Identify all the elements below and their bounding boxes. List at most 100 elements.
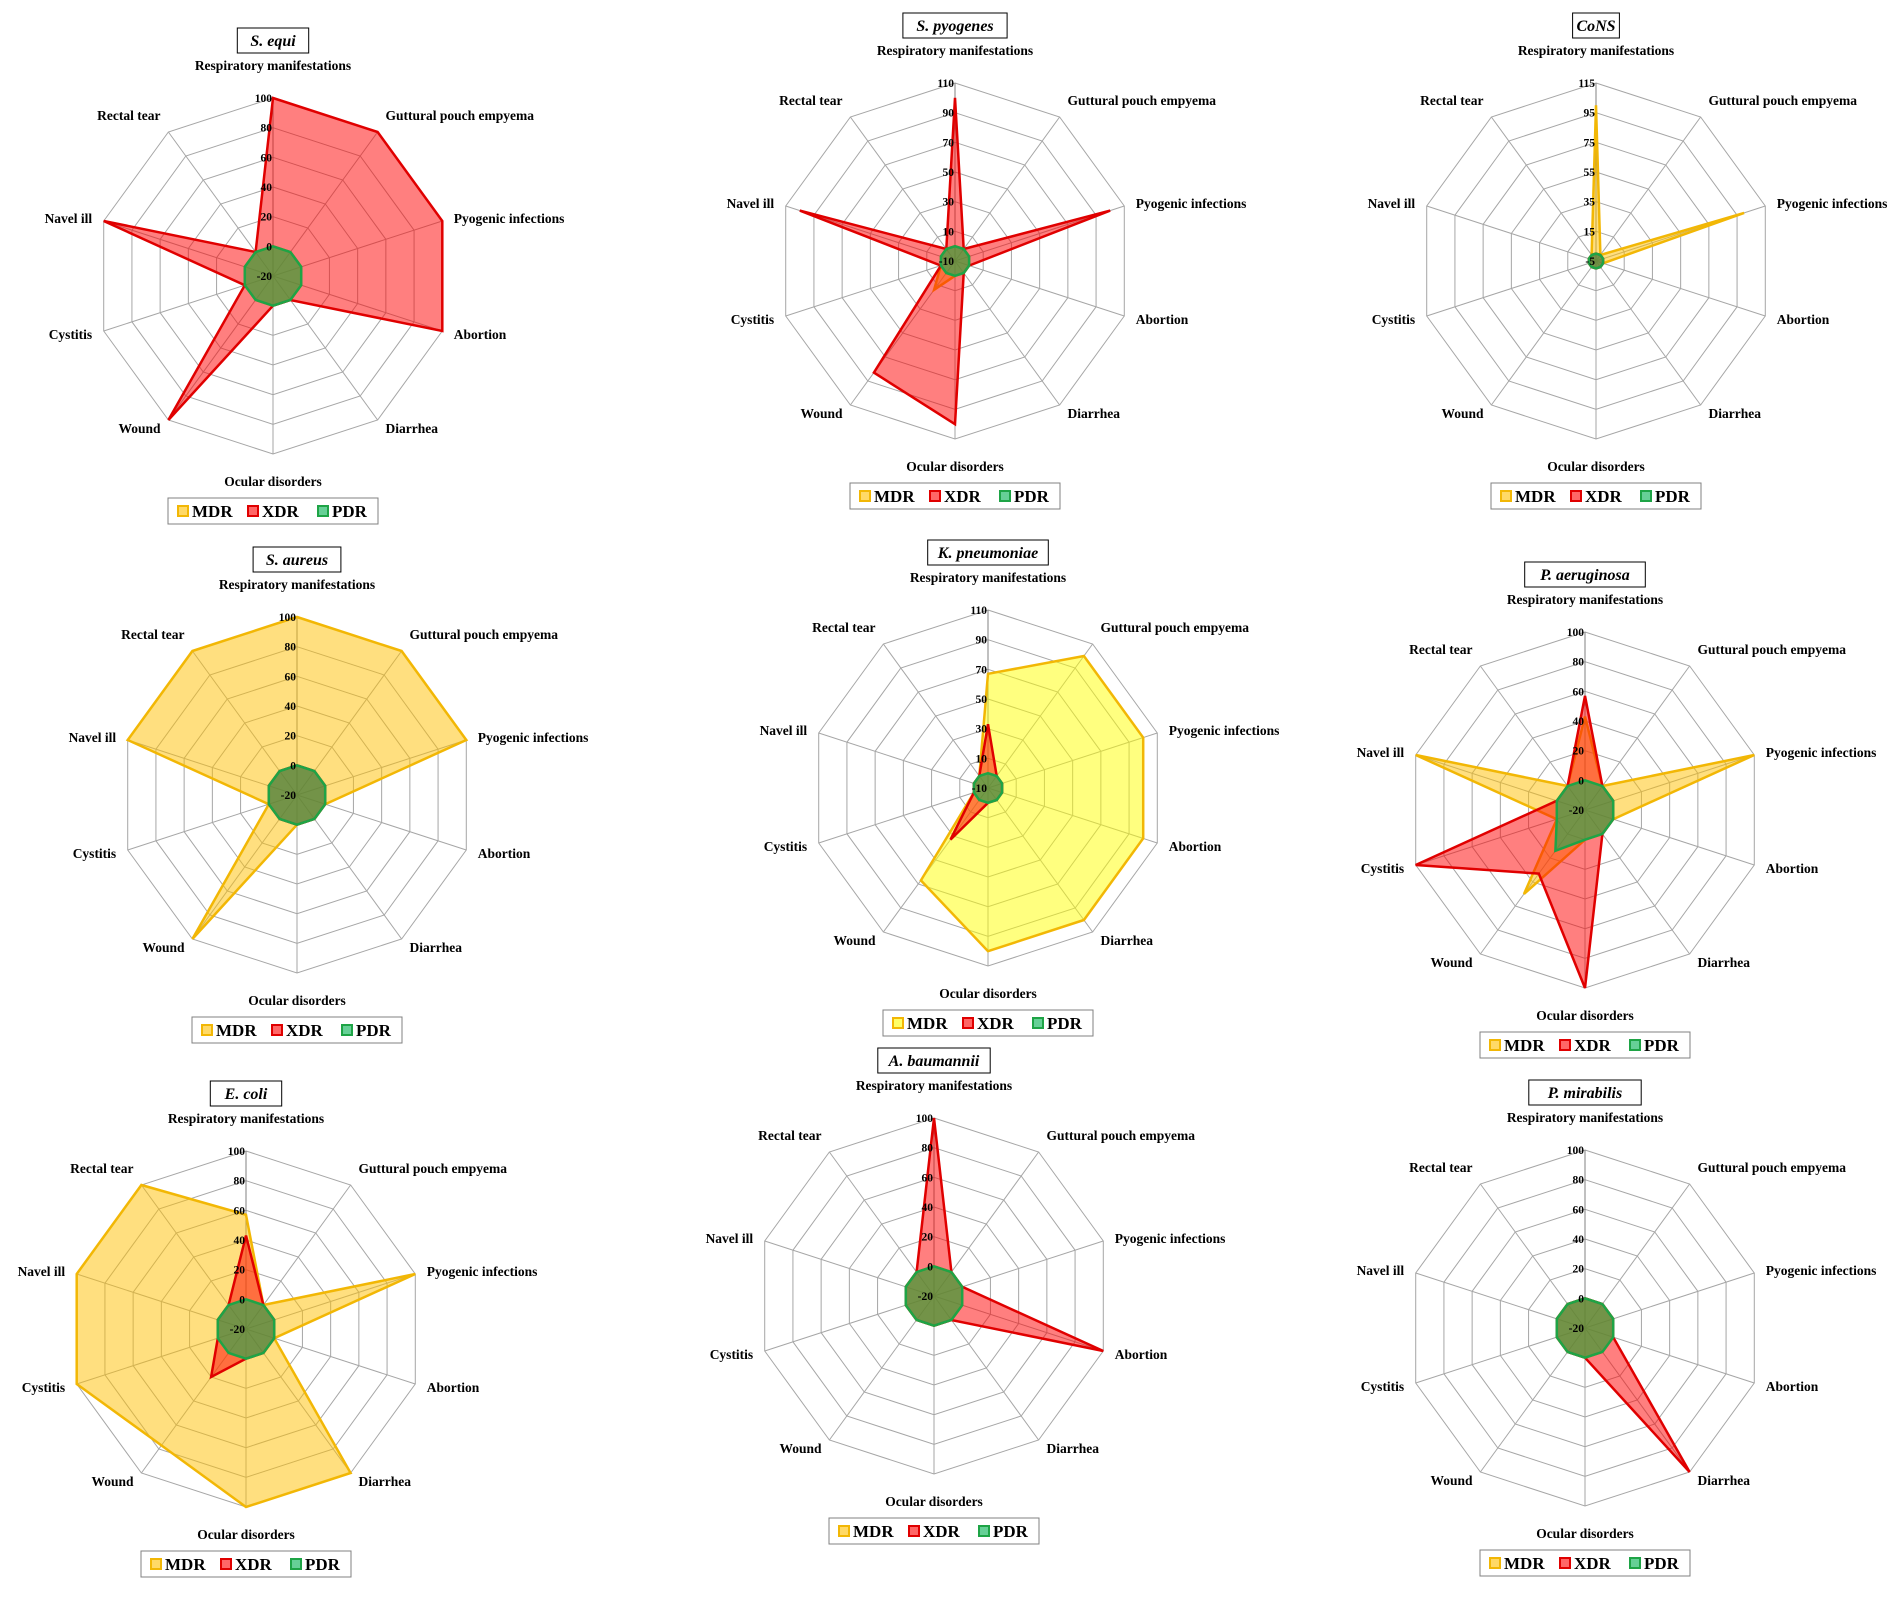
legend-marker-xdr — [247, 505, 259, 517]
tick-label: 60 — [1573, 686, 1585, 698]
tick-label: 40 — [922, 1202, 934, 1214]
legend: MDR XDR PDR — [1479, 1031, 1691, 1059]
axis-label: Respiratory manifestations — [1518, 43, 1674, 58]
tick-label: -20 — [1569, 1323, 1585, 1335]
chart-title-box — [927, 539, 1049, 566]
grid-spoke — [1595, 260, 1766, 317]
axis-label: Diarrhea — [1709, 406, 1762, 421]
series-pdr-area — [1587, 252, 1605, 270]
axis-label: Diarrhea — [1101, 933, 1154, 948]
chart-title: E. coli — [209, 1080, 283, 1107]
axis-label: Wound — [118, 421, 161, 436]
axis-label: Ocular disorders — [224, 474, 322, 489]
tick-label: 40 — [285, 701, 297, 713]
grid-spoke — [1490, 260, 1597, 406]
tick-label: 100 — [279, 612, 297, 624]
axis-label: Abortion — [1169, 839, 1222, 854]
axis-label: Diarrhea — [1698, 1473, 1751, 1488]
legend-marker-mdr — [1489, 1557, 1501, 1569]
tick-label: 110 — [937, 78, 954, 90]
legend: MDR XDR PDR — [140, 1550, 352, 1578]
axis-label: Pyogenic infections — [478, 730, 589, 745]
axis-label: Abortion — [454, 327, 507, 342]
axis-label: Wound — [1430, 955, 1473, 970]
chart-title-text: S. pyogenes — [916, 18, 993, 35]
legend-label: MDR — [1504, 1036, 1545, 1055]
grid-spoke — [1595, 260, 1702, 406]
axis-label: Navel ill — [760, 723, 808, 738]
tick-label: 0 — [290, 760, 296, 772]
axis-label: Navel ill — [69, 730, 117, 745]
axis-label: Rectal tear — [1420, 93, 1483, 108]
axis-label: Navel ill — [1357, 745, 1405, 760]
axis-label: Ocular disorders — [197, 1527, 295, 1542]
radar-chart-cons: -5 15 35 55 75 95 115 Respiratory manifestation… — [1368, 12, 1887, 510]
legend-box — [828, 1517, 1040, 1545]
chart-title: P. aeruginosa — [1524, 561, 1646, 588]
chart-title: S. equi — [236, 27, 310, 54]
series-mdr-area — [919, 654, 1145, 953]
axis-label: Wound — [833, 933, 876, 948]
tick-label: 80 — [922, 1143, 934, 1155]
legend-box — [140, 1550, 352, 1578]
legend-marker-xdr — [1559, 1039, 1571, 1051]
axis-label: Cystitis — [764, 839, 808, 854]
tick-label: -20 — [257, 271, 273, 283]
axis-label: Rectal tear — [758, 1128, 821, 1143]
legend-label: PDR — [332, 502, 368, 521]
axis-label: Navel ill — [1368, 196, 1416, 211]
tick-label: 70 — [976, 664, 988, 676]
chart-title-text: K. pneumoniae — [937, 545, 1038, 562]
legend-label: MDR — [1515, 487, 1556, 506]
axis-label: Ocular disorders — [885, 1494, 983, 1509]
tick-label: 60 — [261, 152, 273, 164]
legend-box — [882, 1009, 1094, 1037]
tick-label: 50 — [976, 694, 988, 706]
tick-label: 15 — [1584, 226, 1596, 238]
radar-chart-s-aureus: -20 0 20 40 60 80 100 Respiratory manifestation… — [69, 546, 589, 1044]
axis-label: Rectal tear — [1409, 642, 1472, 657]
axis-label: Cystitis — [710, 1347, 754, 1362]
axis-label: Guttural pouch empyema — [359, 1161, 508, 1176]
tick-label: 95 — [1584, 108, 1596, 120]
tick-label: 0 — [927, 1261, 933, 1273]
legend-label: MDR — [165, 1555, 206, 1574]
radar-chart-s-pyogenes: -10 10 30 50 70 90 110 Respiratory manifestatio… — [727, 12, 1246, 510]
radar-chart-e-coli: -20 0 20 40 60 80 100 Respiratory manifestation… — [18, 1080, 537, 1578]
axis-label: Ocular disorders — [939, 986, 1037, 1001]
chart-title-text: CoNS — [1576, 18, 1615, 35]
axis-label: Navel ill — [1357, 1263, 1405, 1278]
legend-marker-mdr — [1489, 1039, 1501, 1051]
chart-title-box — [236, 27, 310, 54]
axis-label: Pyogenic infections — [1115, 1231, 1226, 1246]
legend-marker-mdr — [177, 505, 189, 517]
tick-label: 0 — [1578, 1293, 1584, 1305]
legend-box — [167, 497, 379, 525]
legend-marker-xdr — [1570, 490, 1582, 502]
legend-marker-pdr — [999, 490, 1011, 502]
tick-label: 10 — [976, 753, 988, 765]
axis-label: Pyogenic infections — [1766, 745, 1877, 760]
axis-label: Respiratory manifestations — [910, 570, 1066, 585]
legend-marker-mdr — [201, 1024, 213, 1036]
legend-marker-mdr — [1500, 490, 1512, 502]
legend-marker-xdr — [1559, 1557, 1571, 1569]
tick-label: 80 — [285, 642, 297, 654]
legend-marker-pdr — [341, 1024, 353, 1036]
legend-label: MDR — [907, 1014, 948, 1033]
axis-label: Diarrhea — [1068, 406, 1121, 421]
tick-label: 40 — [1573, 1234, 1585, 1246]
grid-spoke — [1490, 116, 1597, 262]
axis-label: Respiratory manifestations — [219, 577, 375, 592]
legend-label: PDR — [993, 1522, 1029, 1541]
legend-label: XDR — [923, 1522, 961, 1541]
series-mdr-area — [1587, 105, 1745, 270]
legend-label: MDR — [192, 502, 233, 521]
tick-label: -20 — [1569, 805, 1585, 817]
axis-label: Cystitis — [22, 1380, 66, 1395]
axis-label: Navel ill — [706, 1231, 754, 1246]
axis-label: Abortion — [427, 1380, 480, 1395]
axis-label: Rectal tear — [812, 620, 875, 635]
series-pdr-area — [1555, 1296, 1615, 1360]
